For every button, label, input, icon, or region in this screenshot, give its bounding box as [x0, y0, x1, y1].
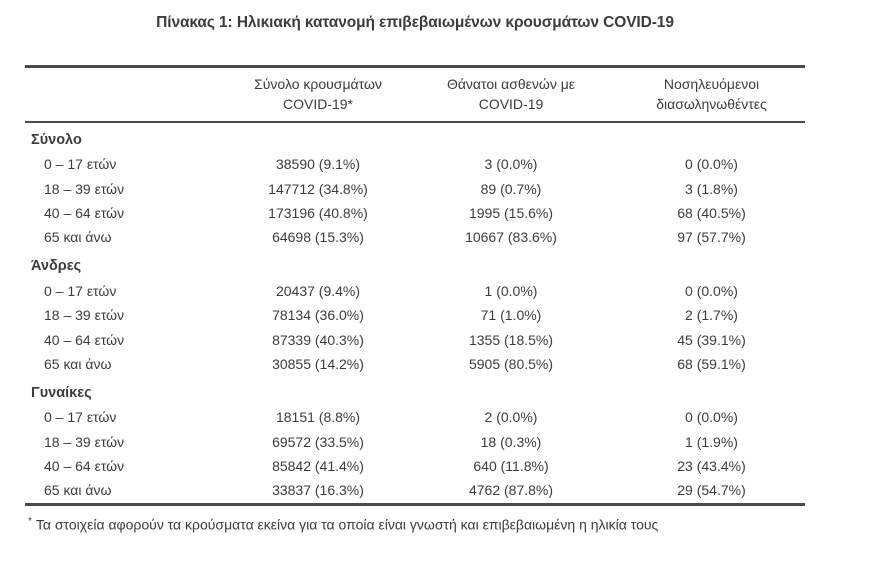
cell-age-group: 65 και άνω [44, 355, 112, 372]
footnote-text: Τα στοιχεία αφορούν τα κρούσματα εκείνα … [35, 516, 659, 533]
cell-deaths: 1355 (18.5%) [468, 331, 554, 348]
section-row-0: Σύνολο [25, 123, 805, 152]
table-row: 0 – 17 ετών 38590 (9.1%) 3 (0.0%) 0 (0.0%) [25, 152, 805, 176]
cell-intubated: 1 (1.9%) [685, 433, 738, 450]
cell-deaths: 1 (0.0%) [484, 282, 538, 299]
table-row: 65 και άνω 33837 (16.3%) 4762 (87.8%) 29 (5… [25, 478, 805, 502]
table-row: 18 – 39 ετών 78134 (36.0%) 71 (1.0%) 2 (1.7… [25, 303, 805, 327]
table-row: 40 – 64 ετών 85842 (41.4%) 640 (11.8%) 23 (… [25, 454, 805, 478]
cell-age-group: 65 και άνω [44, 482, 112, 499]
header-total-cases-line2: COVID-19* [282, 96, 354, 112]
cell-total-cases: 33837 (16.3%) [272, 482, 364, 499]
cell-age-group: 40 – 64 ετών [44, 331, 125, 348]
table-row: 18 – 39 ετών 147712 (34.8%) 89 (0.7%) 3 (1.… [25, 176, 805, 200]
table-row: 40 – 64 ετών 173196 (40.8%) 1995 (15.6%) 68… [25, 201, 805, 225]
cell-deaths: 89 (0.7%) [480, 180, 542, 197]
cell-total-cases: 69572 (33.5%) [272, 433, 364, 450]
cell-intubated: 0 (0.0%) [685, 409, 738, 426]
table-row: 0 – 17 ετών 20437 (9.4%) 1 (0.0%) 0 (0.0%) [25, 279, 805, 303]
cell-intubated: 2 (1.7%) [685, 307, 738, 324]
cell-age-group: 18 – 39 ετών [44, 307, 125, 324]
table-row: 40 – 64 ετών 87339 (40.3%) 1355 (18.5%) 45 … [25, 327, 805, 351]
header-intubated-line2: διασωληνωθέντες [656, 96, 767, 112]
section-label: Γυναίκες [31, 384, 92, 401]
cell-intubated: 45 (39.1%) [677, 331, 746, 348]
cell-intubated: 68 (59.1%) [677, 355, 746, 372]
header-deaths-line1: Θάνατοι ασθενών με [446, 76, 576, 92]
cell-total-cases: 147712 (34.8%) [268, 180, 368, 197]
cell-deaths: 4762 (87.8%) [468, 482, 554, 499]
cell-total-cases: 18151 (8.8%) [275, 409, 361, 426]
section-row-1: Άνδρες [25, 250, 805, 279]
table-row: 0 – 17 ετών 18151 (8.8%) 2 (0.0%) 0 (0.0%) [25, 405, 805, 429]
cell-deaths: 71 (1.0%) [480, 307, 542, 324]
cell-age-group: 18 – 39 ετών [44, 180, 125, 197]
header-total-cases: Σύνολο κρουσμάτων COVID-19* [210, 74, 426, 114]
cell-deaths: 640 (11.8%) [473, 458, 549, 475]
cell-intubated: 0 (0.0%) [685, 282, 738, 299]
cell-age-group: 0 – 17 ετών [44, 156, 117, 173]
header-deaths-line2: COVID-19 [478, 96, 544, 112]
footnote: * Τα στοιχεία αφορούν τα κρούσματα εκείνα… [28, 513, 808, 534]
cell-total-cases: 64698 (15.3%) [272, 229, 364, 246]
cell-age-group: 0 – 17 ετών [44, 282, 117, 299]
cell-deaths: 5905 (80.5%) [468, 355, 554, 372]
cell-intubated: 68 (40.5%) [677, 204, 746, 221]
cell-age-group: 0 – 17 ετών [44, 409, 117, 426]
table-header-row: Σύνολο κρουσμάτων COVID-19* Θάνατοι ασθε… [25, 68, 805, 123]
cell-intubated: 3 (1.8%) [685, 180, 738, 197]
section-label: Σύνολο [31, 131, 82, 148]
cell-total-cases: 87339 (40.3%) [272, 331, 364, 348]
cell-age-group: 40 – 64 ετών [44, 458, 125, 475]
cell-total-cases: 173196 (40.8%) [268, 204, 368, 221]
cell-total-cases: 38590 (9.1%) [275, 156, 361, 173]
section-label: Άνδρες [31, 258, 82, 275]
cell-deaths: 10667 (83.6%) [465, 229, 557, 246]
cell-total-cases: 85842 (41.4%) [272, 458, 364, 475]
cell-intubated: 0 (0.0%) [685, 156, 738, 173]
table-row: 65 και άνω 64698 (15.3%) 10667 (83.6%) 97 (… [25, 225, 805, 249]
footnote-asterisk: * [28, 515, 32, 527]
cell-deaths: 3 (0.0%) [484, 156, 538, 173]
header-total-cases-line1: Σύνολο κρουσμάτων [254, 76, 382, 92]
cell-total-cases: 30855 (14.2%) [272, 355, 364, 372]
cell-intubated: 29 (54.7%) [677, 482, 746, 499]
covid-age-table: Σύνολο κρουσμάτων COVID-19* Θάνατοι ασθε… [25, 65, 805, 506]
table-row: 18 – 39 ετών 69572 (33.5%) 18 (0.3%) 1 (1.9… [25, 430, 805, 454]
document-page: Πίνακας 1: Ηλικιακή κατανομή επιβεβαιωμέ… [0, 14, 880, 588]
header-intubated-line1: Νοσηλευόμενοι [663, 76, 760, 92]
header-intubated: Νοσηλευόμενοι διασωληνωθέντες [596, 74, 805, 114]
header-deaths: Θάνατοι ασθενών με COVID-19 [426, 74, 596, 114]
cell-intubated: 23 (43.4%) [677, 458, 746, 475]
cell-intubated: 97 (57.7%) [677, 229, 746, 246]
cell-deaths: 2 (0.0%) [484, 409, 538, 426]
cell-total-cases: 20437 (9.4%) [275, 282, 361, 299]
table-body: Σύνολο 0 – 17 ετών 38590 (9.1%) 3 (0.0%) 0 (… [25, 123, 805, 503]
cell-deaths: 18 (0.3%) [480, 433, 542, 450]
table-row: 65 και άνω 30855 (14.2%) 5905 (80.5%) 68 (5… [25, 352, 805, 376]
section-row-2: Γυναίκες [25, 376, 805, 405]
cell-deaths: 1995 (15.6%) [468, 204, 554, 221]
cell-age-group: 65 και άνω [44, 229, 112, 246]
cell-total-cases: 78134 (36.0%) [272, 307, 364, 324]
cell-age-group: 40 – 64 ετών [44, 204, 125, 221]
cell-age-group: 18 – 39 ετών [44, 433, 125, 450]
table-title: Πίνακας 1: Ηλικιακή κατανομή επιβεβαιωμέ… [156, 14, 674, 31]
